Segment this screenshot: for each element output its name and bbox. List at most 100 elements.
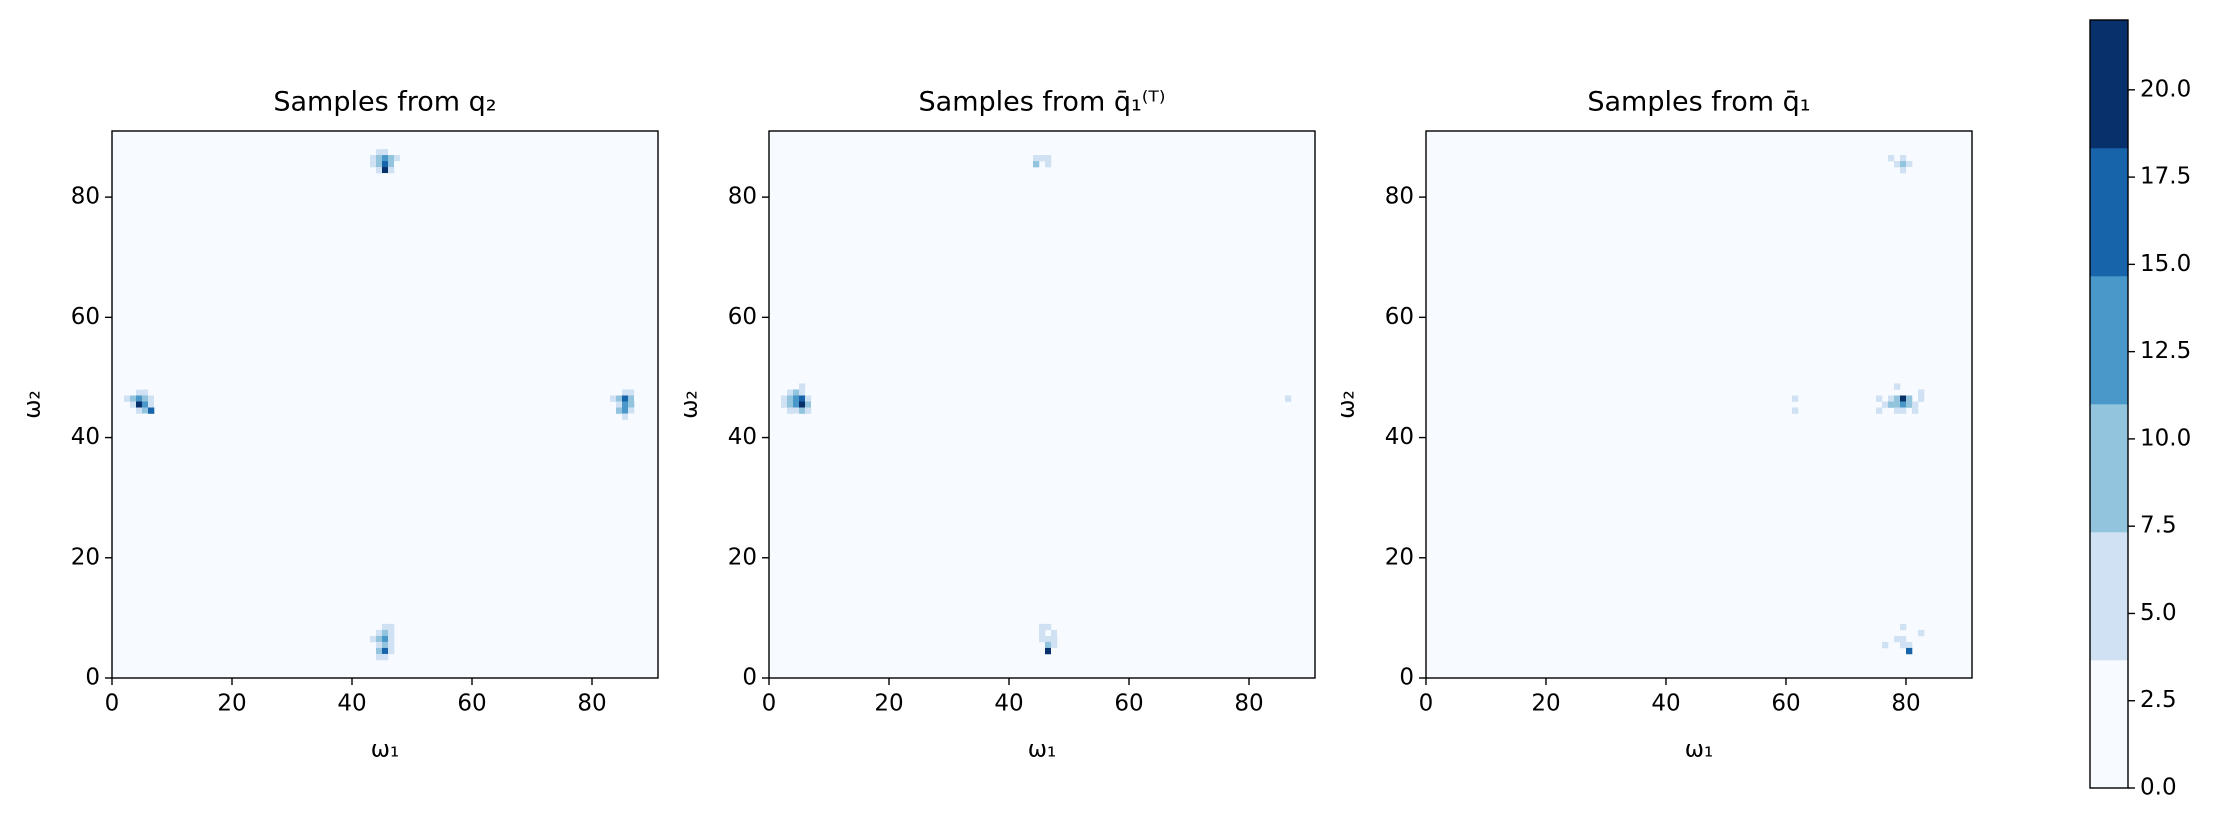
heat-cell xyxy=(610,395,617,402)
heat-cell xyxy=(616,395,623,402)
heat-cell xyxy=(388,155,395,162)
heat-cell xyxy=(1894,395,1901,402)
x-axis-label: ω₁ xyxy=(371,737,399,763)
heat-cell xyxy=(1906,395,1913,402)
heat-cell xyxy=(1051,641,1058,649)
heat-cell xyxy=(1918,389,1925,396)
y-tick-label: 60 xyxy=(1385,304,1414,330)
heat-cell xyxy=(382,635,389,643)
heat-cell xyxy=(124,395,131,402)
colorbar-tick-label: 20.0 xyxy=(2140,76,2191,102)
heat-cell xyxy=(1900,635,1907,643)
colorbar-tick-label: 17.5 xyxy=(2140,164,2191,190)
heat-cell xyxy=(370,149,377,156)
heat-cell xyxy=(142,395,149,402)
heat-cell xyxy=(1279,389,1286,396)
heat-cell xyxy=(370,161,377,168)
x-tick-label: 40 xyxy=(1651,691,1680,717)
x-tick-label: 0 xyxy=(105,691,120,717)
heat-cell xyxy=(364,155,371,162)
x-tick-label: 60 xyxy=(457,691,486,717)
heat-cell xyxy=(382,155,389,162)
heat-cell xyxy=(799,389,806,396)
x-tick-label: 60 xyxy=(1114,691,1143,717)
heat-cell xyxy=(382,629,389,637)
colorbar-tick-label: 12.5 xyxy=(2140,338,2191,364)
colorbar-band xyxy=(2090,275,2128,405)
heat-cell xyxy=(130,401,137,408)
heat-cell xyxy=(1057,629,1064,637)
colorbar-frame xyxy=(2089,19,2129,789)
x-tick-label: 80 xyxy=(1234,691,1263,717)
x-tick-label: 0 xyxy=(762,691,777,717)
x-tick-label: 40 xyxy=(337,691,366,717)
heat-cell xyxy=(1045,623,1052,631)
heat-cell xyxy=(142,389,149,396)
heat-cell xyxy=(787,389,794,396)
y-tick-label: 0 xyxy=(85,665,100,691)
heat-cell xyxy=(142,413,149,420)
heat-cell xyxy=(1906,161,1913,168)
y-tick-label: 20 xyxy=(71,544,100,570)
heat-cell xyxy=(787,395,794,402)
heat-cell xyxy=(382,149,389,156)
heat-cell xyxy=(1876,407,1883,414)
x-tick-label: 60 xyxy=(1771,691,1800,717)
heat-cell xyxy=(1912,401,1919,408)
heat-cell xyxy=(1039,167,1046,174)
heat-cell xyxy=(1906,647,1913,655)
x-tick-label: 20 xyxy=(874,691,903,717)
heat-cell xyxy=(1906,401,1913,408)
heat-cell xyxy=(1912,155,1919,162)
heat-cell xyxy=(1045,617,1052,625)
colorbar-band xyxy=(2090,532,2128,661)
heat-cell xyxy=(1888,395,1895,402)
heat-cell xyxy=(394,155,401,162)
plot-background xyxy=(769,131,1315,678)
heat-cell xyxy=(376,647,383,655)
heat-cell xyxy=(1918,395,1925,402)
y-axis-label: ω₂ xyxy=(1334,390,1360,418)
heat-cell xyxy=(382,647,389,655)
heat-cell xyxy=(1285,395,1292,402)
heat-cell xyxy=(1279,401,1286,408)
heat-cell xyxy=(793,389,800,396)
heat-cell xyxy=(1810,641,1817,649)
heat-cell xyxy=(628,401,635,408)
heat-cell xyxy=(388,629,395,637)
heat-cell xyxy=(628,395,635,402)
heat-cell xyxy=(394,149,401,156)
heat-cell xyxy=(382,161,389,168)
x-tick-label: 40 xyxy=(994,691,1023,717)
heat-cell xyxy=(622,407,629,414)
heat-cell xyxy=(382,167,389,174)
y-tick-label: 40 xyxy=(728,424,757,450)
heat-cell xyxy=(622,389,629,396)
heat-cell xyxy=(1882,383,1889,390)
heat-cell xyxy=(805,389,812,396)
heat-cell xyxy=(793,413,800,420)
colorbar-band xyxy=(2090,404,2128,533)
heat-cell xyxy=(394,161,401,168)
heat-cell xyxy=(616,407,623,414)
y-tick-label: 60 xyxy=(728,304,757,330)
x-tick-label: 0 xyxy=(1419,691,1434,717)
plot-frame xyxy=(1425,130,1973,679)
heat-cell xyxy=(388,149,395,156)
x-tick-label: 80 xyxy=(1891,691,1920,717)
colorbar-band xyxy=(2090,20,2128,149)
heat-cell xyxy=(1798,389,1805,396)
heat-cell xyxy=(622,401,629,408)
heat-cell xyxy=(1918,161,1925,168)
heat-cell xyxy=(799,395,806,402)
heat-cell xyxy=(622,395,629,402)
heat-cell xyxy=(781,395,788,402)
heat-cell xyxy=(148,407,155,414)
plot-background xyxy=(1426,131,1972,678)
heat-cell xyxy=(382,623,389,631)
heat-cell xyxy=(148,395,155,402)
heat-cell xyxy=(628,413,635,420)
heat-cell xyxy=(805,395,812,402)
heat-cell xyxy=(1051,635,1058,643)
heat-cell xyxy=(1894,407,1901,414)
